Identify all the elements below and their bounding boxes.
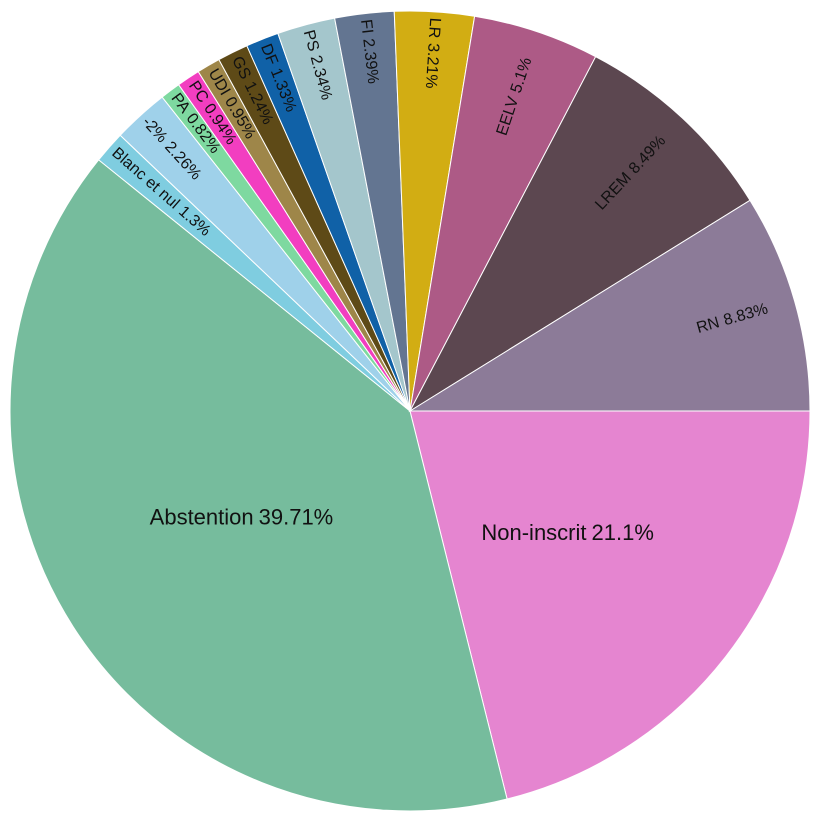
slice-label: Non-inscrit 21.1% — [481, 520, 654, 545]
pie-slice — [408, 199, 811, 412]
pie-slice — [408, 56, 751, 413]
slice-category: LR — [425, 17, 443, 38]
slice-value: 21.1% — [592, 520, 654, 545]
slice-category: FI — [357, 19, 376, 35]
slice-value: 3.21% — [422, 43, 442, 89]
slice-value: 2.39% — [359, 38, 381, 85]
slice-category: RN — [695, 314, 722, 337]
slice-category: Abstention — [150, 504, 254, 529]
slice-category: Non-inscrit — [481, 520, 586, 545]
pie-slice — [409, 410, 811, 800]
slice-label: LR 3.21% — [422, 17, 443, 89]
slice-category: PS — [300, 28, 322, 53]
slice-category: DF — [257, 42, 281, 68]
slice-label: FI 2.39% — [357, 19, 381, 85]
pie-slice — [9, 159, 508, 812]
slice-value: 39.71% — [259, 504, 334, 529]
slice-label: Abstention 39.71% — [150, 504, 334, 529]
